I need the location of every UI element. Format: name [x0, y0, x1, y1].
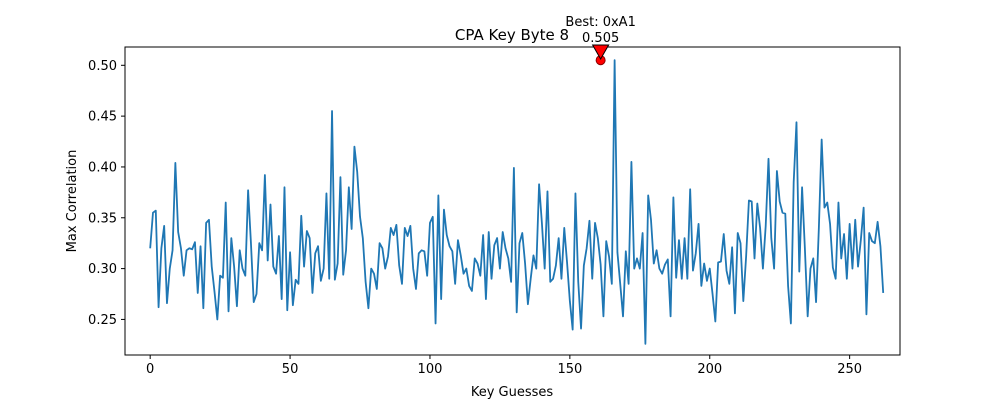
best-guess-value: 0.505 [582, 31, 619, 46]
x-tick-label: 150 [557, 362, 582, 377]
axis-ticks: 0 50 100 150 200 250 0.25 0.30 0.35 0.40 0.45 0.50 [88, 59, 862, 377]
plot-area [149, 59, 885, 345]
best-guess-annotation: Best: 0xA1 0.505 [565, 15, 636, 66]
x-tick-label: 100 [418, 362, 443, 377]
correlation-series-line [149, 59, 885, 345]
y-tick-label: 0.45 [88, 110, 117, 125]
chart-title: CPA Key Byte 8 [455, 26, 569, 44]
x-tick-label: 200 [697, 362, 722, 377]
best-guess-label: Best: 0xA1 [565, 15, 635, 30]
y-tick-label: 0.35 [88, 211, 117, 226]
best-guess-arrow-head [591, 44, 610, 61]
y-tick-label: 0.50 [88, 59, 117, 74]
y-tick-label: 0.40 [88, 160, 117, 175]
x-tick-label: 50 [282, 362, 299, 377]
plot-frame [124, 46, 901, 356]
x-tick-label: 250 [837, 362, 862, 377]
y-axis-label: Max Correlation [65, 150, 80, 253]
x-axis-label: Key Guesses [471, 385, 554, 400]
x-tick-label: 0 [146, 362, 154, 377]
y-tick-label: 0.25 [88, 313, 117, 328]
y-tick-label: 0.30 [88, 262, 117, 277]
